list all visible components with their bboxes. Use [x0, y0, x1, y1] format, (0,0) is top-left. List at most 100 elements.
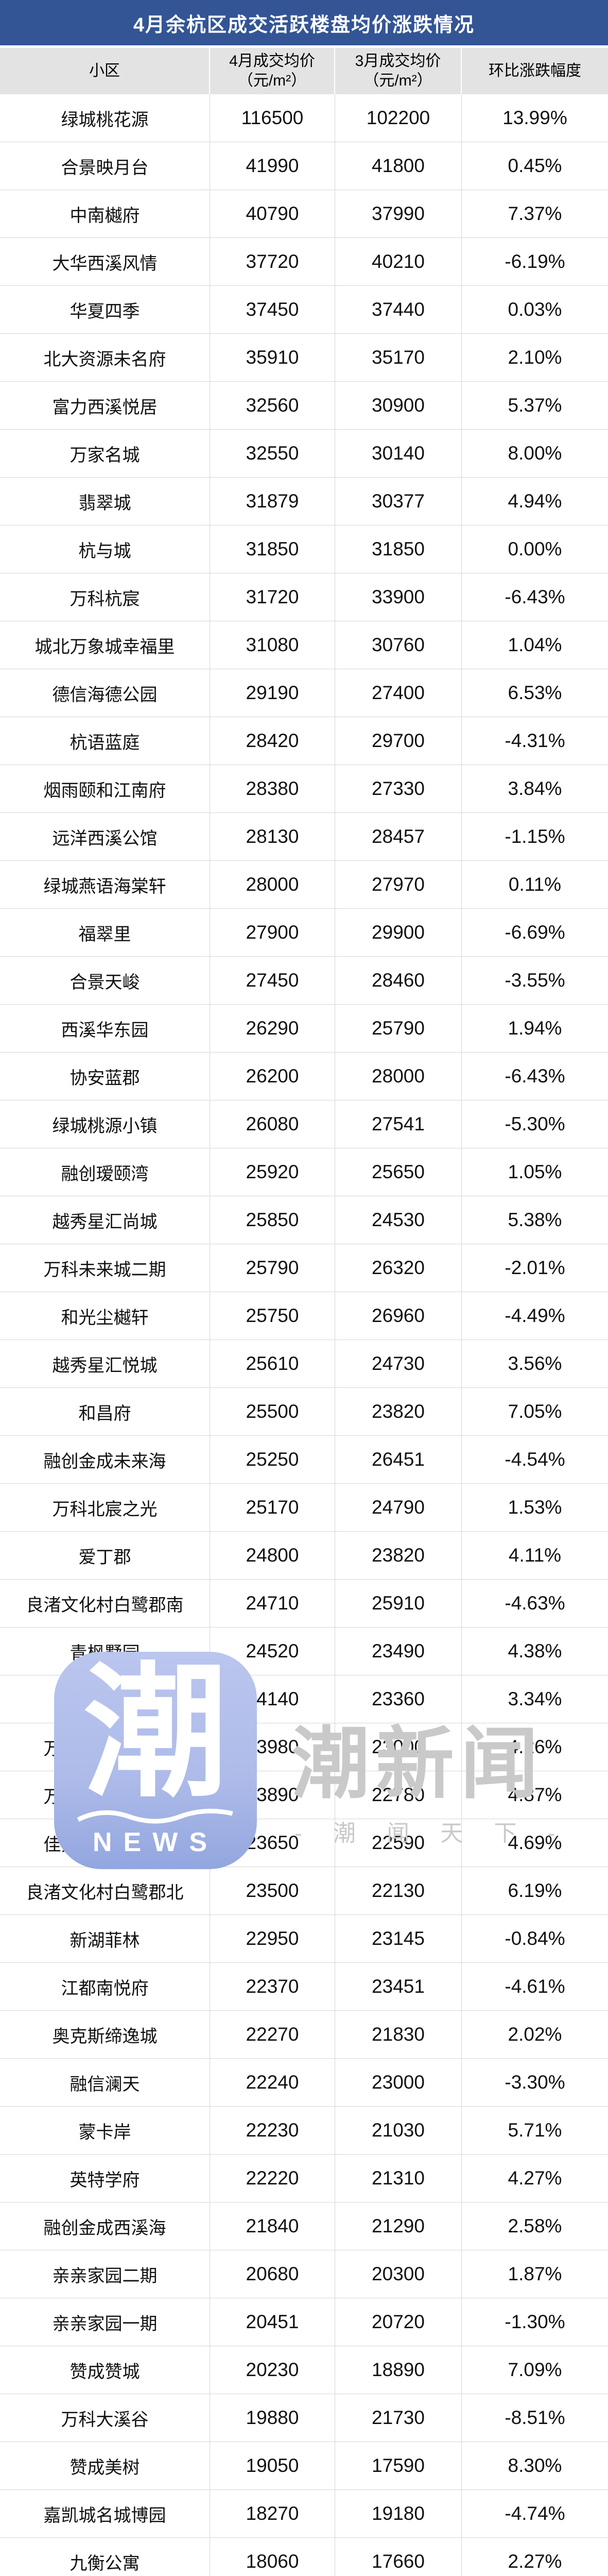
community-name: 北大资源未名府: [43, 349, 166, 369]
table-row: 融创金成西溪海 21840 21290 2.58%: [0, 2202, 608, 2250]
community-name: 万科北宸之光: [52, 1499, 158, 1519]
community-name: 英特学府: [70, 2170, 140, 2190]
table-row: 协安蓝郡 26200 28000 -6.43%: [0, 1053, 608, 1100]
community-name: 大华西溪风情: [52, 253, 158, 274]
mom-change: 3.34%: [508, 1688, 562, 1709]
march-price: 29700: [372, 730, 425, 751]
april-price: 25790: [246, 1257, 299, 1278]
mom-change: -3.55%: [505, 970, 565, 991]
table-row: 越秀星汇尚城 25850 24530 5.38%: [0, 1196, 608, 1244]
mom-change: -5.30%: [505, 1113, 565, 1134]
mom-change: 7.05%: [508, 1401, 562, 1422]
table-row: 嘉凯城名城博园 18270 19180 -4.74%: [0, 2490, 608, 2538]
march-price: 24790: [372, 1497, 425, 1518]
table-row: 爱丁郡 24800 23820 4.11%: [0, 1532, 608, 1580]
april-price: 21840: [246, 2215, 299, 2236]
april-price: 116500: [241, 107, 304, 128]
march-price: 27970: [372, 874, 425, 895]
table-row: 绿城桃源小镇 26080 27541 -5.30%: [0, 1100, 608, 1148]
community-name: 越秀星汇悦城: [52, 1355, 158, 1376]
table-row: 杭语蓝庭 28420 29700 -4.31%: [0, 717, 608, 765]
march-price: 23360: [372, 1688, 425, 1709]
community-name: 良渚文化村白鹭郡北: [26, 1883, 184, 1903]
table-row: 万科未来城一期 23890 22780 4.87%: [0, 1771, 608, 1819]
march-price: 35170: [372, 347, 425, 368]
march-price: 102200: [366, 107, 430, 128]
april-price: 28000: [246, 874, 299, 895]
march-price: 20300: [372, 2263, 425, 2284]
march-price: 17660: [372, 2551, 425, 2572]
mom-change: -4.63%: [505, 1592, 565, 1614]
april-price: 20680: [246, 2263, 299, 2284]
april-price: 28130: [246, 826, 299, 847]
mom-change: 5.38%: [508, 1209, 562, 1230]
april-price: 25920: [246, 1161, 299, 1182]
mom-change: 4.94%: [508, 490, 562, 512]
mom-change: 0.00%: [508, 538, 562, 560]
april-price: 18060: [246, 2551, 299, 2572]
col-header-april-price: 4月成交均价 （元/m²）: [210, 48, 335, 94]
community-name: 绿城桃花源: [61, 110, 149, 130]
april-price: 26290: [246, 1018, 299, 1039]
table-row: 杭与城 31850 31850 0.00%: [0, 526, 608, 573]
table-row: 蒙卡岸 22230 21030 5.71%: [0, 2107, 608, 2155]
community-name: 九衡公寓: [70, 2553, 140, 2573]
table-row: 和光尘樾轩 25750 26960 -4.49%: [0, 1292, 608, 1340]
april-price: 19880: [246, 2407, 299, 2428]
table-row: 合景天峻 27450 28460 -3.55%: [0, 957, 608, 1005]
march-price: 28000: [372, 1065, 425, 1087]
april-price: 18270: [246, 2503, 299, 2524]
march-price: 31850: [372, 538, 425, 560]
title-banner: 4月余杭区成交活跃楼盘均价涨跌情况: [0, 0, 608, 45]
table-row: 越秀星汇悦城 25610 24730 3.56%: [0, 1340, 608, 1388]
march-price: 27541: [372, 1113, 425, 1134]
community-name: 烟雨颐和江南府: [43, 781, 166, 801]
march-price: 25650: [372, 1161, 425, 1182]
community-name: 万科大溪谷: [61, 2410, 149, 2430]
march-price: 22780: [372, 1784, 425, 1805]
mom-change: -2.01%: [505, 1257, 565, 1278]
community-name: 融创瑷颐湾: [61, 1164, 149, 1184]
april-price: 22370: [246, 1976, 299, 1997]
march-price: 30900: [372, 395, 425, 416]
april-price: 23890: [246, 1784, 299, 1805]
april-price: 26080: [246, 1113, 299, 1134]
table-row: 和昌府 25500 23820 7.05%: [0, 1388, 608, 1436]
march-price: 41800: [372, 155, 425, 176]
mom-change: 5.37%: [508, 395, 562, 416]
table-row: 大华西溪风情 37720 40210 -6.19%: [0, 238, 608, 286]
march-price: 24730: [372, 1353, 425, 1374]
community-name: 嘉凯城名城博园: [43, 2505, 166, 2526]
table-row: 英特学府 22220 21310 4.27%: [0, 2155, 608, 2202]
community-name: 协安蓝郡: [70, 1068, 140, 1088]
march-price: 23820: [372, 1545, 425, 1566]
table-row: 华夏四季 37450 37440 0.03%: [0, 286, 608, 334]
mom-change: 4.38%: [508, 1640, 562, 1662]
mom-change: 4.87%: [508, 1784, 562, 1805]
mom-change: -1.15%: [505, 826, 565, 847]
mom-change: 4.27%: [508, 2167, 562, 2189]
community-name: 绿城燕语海棠轩: [43, 876, 166, 896]
table-row: 良渚文化村白鹭郡北 23500 22130 6.19%: [0, 1867, 608, 1915]
community-name: 融创金成未来海: [43, 1451, 166, 1471]
april-price: 23500: [246, 1880, 299, 1901]
mom-change: -8.51%: [505, 2407, 565, 2428]
table-row: 江都南悦府 22370 23451 -4.61%: [0, 1963, 608, 2011]
march-price: 30760: [372, 634, 425, 655]
community-name: 新湖菲林: [70, 1930, 140, 1951]
community-name: 杭语蓝庭: [70, 733, 140, 753]
april-price: 40790: [246, 203, 299, 224]
april-price: 22230: [246, 2120, 299, 2141]
community-name: 万科杭宸: [70, 589, 140, 609]
col-header-mom-change: 环比涨跌幅度: [489, 62, 581, 79]
community-name: 万家名城: [70, 445, 140, 465]
april-price: 35910: [246, 347, 299, 368]
community-name: 融创金成西溪海: [43, 2218, 166, 2238]
table-row: 新湖菲林 22950 23145 -0.84%: [0, 1915, 608, 1963]
table-row: 亲亲家园二期 20680 20300 1.87%: [0, 2250, 608, 2298]
table-row: 德信海德公园 29190 27400 6.53%: [0, 669, 608, 717]
mom-change: 7.09%: [508, 2359, 562, 2380]
community-name: 万科未来城二期: [43, 1260, 166, 1280]
mom-change: 2.27%: [508, 2551, 562, 2572]
community-name: 城北万象城幸福里: [34, 637, 175, 657]
